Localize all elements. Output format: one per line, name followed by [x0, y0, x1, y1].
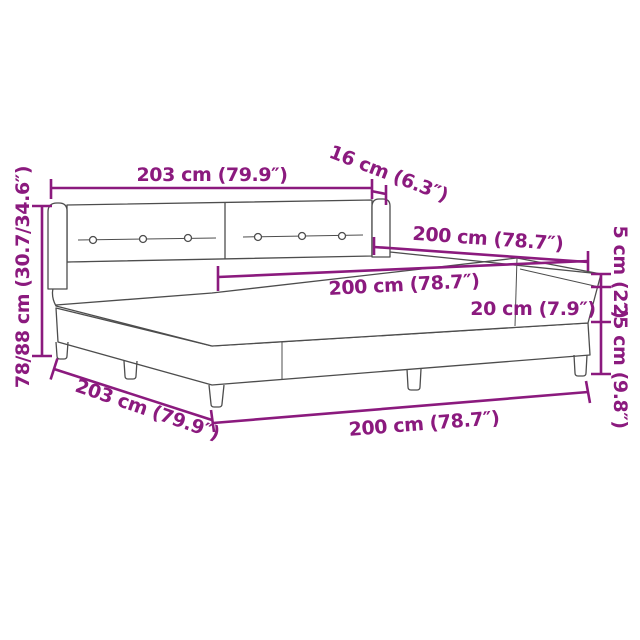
headboard-button — [183, 233, 193, 243]
dim-label-base-length: 200 cm (78.7″) — [348, 407, 500, 441]
bed-leg — [573, 354, 588, 377]
headboard-button — [138, 234, 148, 244]
mattress-foot-edge — [516, 257, 602, 275]
topper-seam — [519, 268, 600, 288]
dim-base-length: 200 cm (78.7″) — [212, 380, 592, 441]
bed-leg — [123, 360, 138, 380]
dim-corner-tick — [209, 409, 216, 433]
mattress-corner-crease — [514, 257, 518, 327]
headboard-button — [297, 231, 307, 241]
dim-label-total-height: 78/88 cm (30.7/34.6″) — [12, 166, 34, 388]
bed-leg — [55, 341, 69, 360]
dim-label-base-width: 203 cm (79.9″) — [72, 375, 222, 445]
dim-headboard-depth: 16 cm (6.3″) — [326, 141, 451, 206]
dim-label-topper-thickness: 5 cm (2″) — [609, 226, 631, 319]
headboard-panel — [66, 199, 373, 263]
bed-leg — [208, 384, 225, 408]
headboard-button — [253, 232, 263, 242]
dim-label-mattress-thickness: 20 cm (7.9″) — [470, 298, 595, 320]
dim-label-base-height: 25 cm (9.8″) — [609, 303, 631, 428]
headboard — [47, 198, 391, 290]
dim-height-bracket: 5 cm (2″) 25 cm (9.8″) — [591, 226, 631, 429]
dim-label-headboard-depth: 16 cm (6.3″) — [326, 141, 451, 206]
dim-label-headboard-width: 203 cm (79.9″) — [136, 164, 287, 186]
headboard-buttons — [88, 231, 347, 245]
bed-leg — [406, 368, 422, 391]
headboard-post-right — [371, 198, 391, 258]
dim-total-height: 78/88 cm (30.7/34.6″) — [12, 166, 52, 388]
headboard-post-left — [47, 202, 68, 290]
headboard-button — [88, 235, 98, 245]
dim-headboard-width: 203 cm (79.9″) — [49, 164, 374, 199]
headboard-button — [337, 231, 347, 241]
bed-legs — [55, 341, 588, 408]
